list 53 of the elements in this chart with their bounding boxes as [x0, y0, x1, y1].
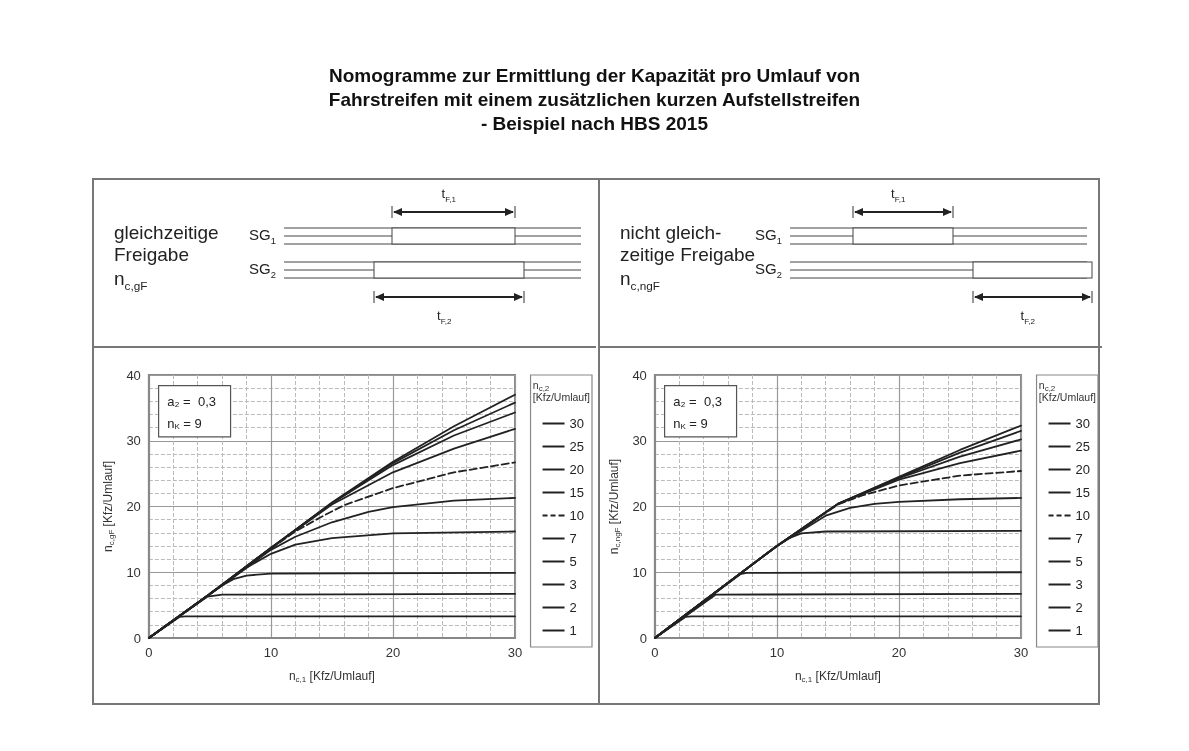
legend-label: 10: [569, 508, 585, 523]
legend-label: 10: [1075, 508, 1091, 523]
legend-label: 7: [569, 531, 577, 546]
x-tick-label: 10: [769, 645, 785, 660]
legend-label: 20: [1075, 462, 1091, 477]
legend-label: 7: [1075, 531, 1083, 546]
y-tick-label: 10: [126, 564, 141, 580]
annotation: a₂ = 0,3: [673, 393, 722, 409]
legend-label: 1: [1075, 623, 1083, 638]
legend-label: 2: [1075, 600, 1083, 615]
text: SG$_{2}$: [755, 260, 782, 280]
y-tick-label: 0: [639, 630, 647, 646]
legend-label: 30: [1075, 416, 1091, 431]
text: SG$_{1}$: [755, 226, 782, 246]
y-tick-label: 10: [632, 564, 647, 580]
y-tick-label: 20: [126, 499, 141, 514]
y-axis-title: nc,gF [Kfz/Umlauf]: [101, 461, 116, 552]
x-tick-label: 30: [507, 645, 523, 660]
legend-label: 25: [1075, 439, 1091, 454]
y-tick-label: 40: [126, 367, 141, 383]
legend-label: 25: [569, 439, 585, 454]
text: n$_{c,ngF}$: [620, 268, 661, 292]
x-tick-label: 20: [385, 645, 401, 660]
y-tick-label: 30: [126, 433, 141, 449]
text: SG$_{1}$: [249, 226, 276, 246]
text: t$_{F,1}$: [891, 186, 906, 204]
legend-label: 2: [569, 600, 577, 615]
x-tick-label: 0: [651, 645, 659, 660]
text: t$_{F,2}$: [437, 308, 452, 326]
legend-label: 3: [569, 577, 577, 592]
y-axis-title: nc,ngF [Kfz/Umlauf]: [607, 458, 622, 555]
x-tick-label: 0: [145, 645, 153, 660]
legend-label: 15: [569, 485, 585, 500]
legend-label: 1: [569, 623, 577, 638]
legend-label: 5: [569, 554, 577, 569]
y-tick-label: 40: [632, 367, 647, 383]
annotation: a₂ = 0,3: [167, 393, 216, 409]
y-tick-label: 20: [632, 499, 647, 514]
y-tick-label: 30: [632, 433, 647, 449]
y-tick-label: 0: [133, 630, 141, 646]
text: Nomogramme zur Ermittlung der Kapazität pro Umlauf von Fahrstreifen mit einem zusätzlichen kurzen Aufstellstreifen - Beispiel nach HBS 2015: [327, 64, 862, 136]
text: SG$_{2}$: [249, 260, 276, 280]
x-tick-label: 10: [263, 645, 279, 660]
legend-label: 5: [1075, 554, 1083, 569]
legend-label: 15: [1075, 485, 1091, 500]
text: t$_{F,2}$: [1020, 308, 1035, 326]
x-tick-label: 20: [891, 645, 907, 660]
legend-label: 20: [569, 462, 585, 477]
legend-label: 30: [569, 416, 585, 431]
legend-label: 3: [1075, 577, 1083, 592]
x-tick-label: 30: [1013, 645, 1029, 660]
text: t$_{F,1}$: [441, 186, 456, 204]
text: n$_{c,gF}$: [114, 268, 148, 292]
